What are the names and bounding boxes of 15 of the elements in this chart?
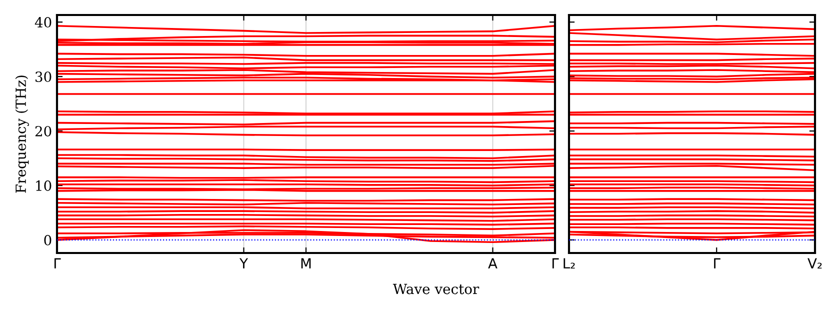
x-tick-label: V₂ xyxy=(808,258,822,268)
y-tick-label: 40 xyxy=(34,17,52,28)
x-tick-label: Y xyxy=(239,258,248,268)
y-tick-label: 10 xyxy=(36,180,52,191)
x-tick-label: M xyxy=(301,258,311,268)
y-tick-label: 0 xyxy=(44,234,52,246)
x-tick-label: Γ xyxy=(714,258,720,268)
y-tick-label: 20 xyxy=(35,126,52,136)
x-axis-title: Wave vector xyxy=(392,284,480,294)
y-tick-label: 30 xyxy=(36,72,52,82)
x-tick-label: L₂ xyxy=(564,258,575,268)
x-tick-label: Γ xyxy=(552,258,559,268)
y-axis-title: Frequency (THz) xyxy=(15,76,29,193)
x-tick-label: A xyxy=(488,258,498,268)
x-tick-label: Γ xyxy=(54,258,61,268)
